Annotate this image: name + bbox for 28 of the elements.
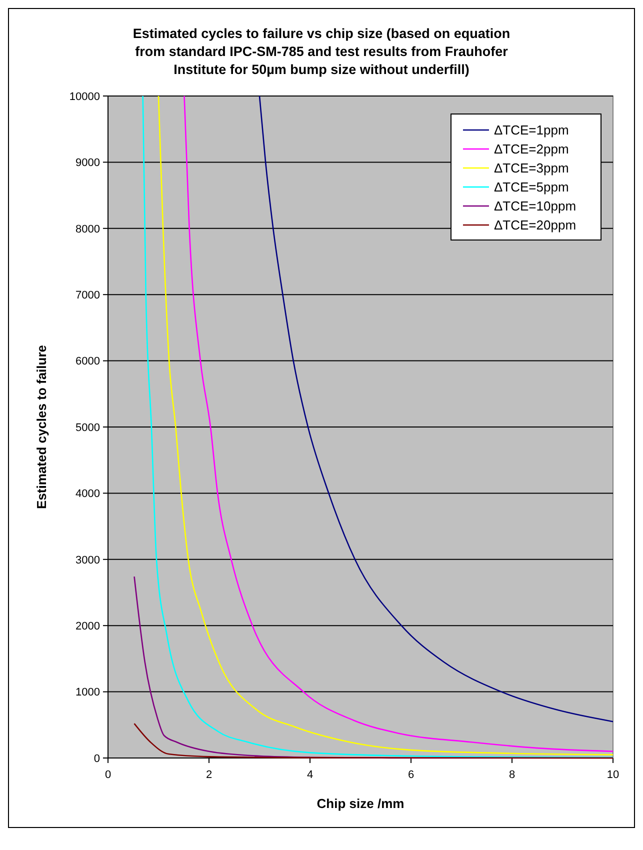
legend-label: ΔTCE=2ppm [494, 142, 569, 157]
y-tick-label: 4000 [76, 488, 100, 500]
legend-label: ΔTCE=10ppm [494, 198, 576, 214]
y-tick-label: 7000 [76, 289, 100, 302]
y-tick-label: 0 [94, 752, 100, 765]
x-tick-label: 0 [104, 769, 112, 781]
legend-label: ΔTCE=1ppm [494, 122, 569, 138]
legend-label: ΔTCE=20ppm [494, 218, 576, 233]
y-tick-label: 9000 [76, 157, 100, 170]
y-tick-label: 1000 [76, 686, 100, 699]
y-tick-label: 3000 [76, 554, 100, 566]
line-series [258, 95, 614, 722]
line-series [134, 722, 614, 759]
x-tick-label: 8 [508, 769, 516, 781]
x-tick-label: 2 [206, 769, 212, 781]
y-tick-label: 6000 [76, 356, 100, 368]
y-tick-label: 2000 [76, 620, 100, 632]
y-axis-title: Estimated cycles to failure [34, 344, 49, 510]
y-tick-label: 8000 [76, 223, 100, 236]
legend-label: ΔTCE=5ppm [494, 180, 569, 195]
x-tick-label: 6 [408, 769, 414, 781]
x-axis-title: Chip size /mm [316, 796, 404, 811]
legend-label: ΔTCE=3ppm [494, 160, 569, 176]
y-tick-label: 5000 [76, 422, 100, 434]
x-tick-label: 4 [306, 769, 314, 781]
x-tick-label: 10 [606, 769, 620, 781]
y-tick-label: 10000 [69, 90, 100, 103]
chart-title: Estimated cycles to failure vs chip size (based on equation from standard IPC-SM-785 and test results from Frauhofer Institute for 50µm bump size without underfill) [132, 26, 510, 77]
